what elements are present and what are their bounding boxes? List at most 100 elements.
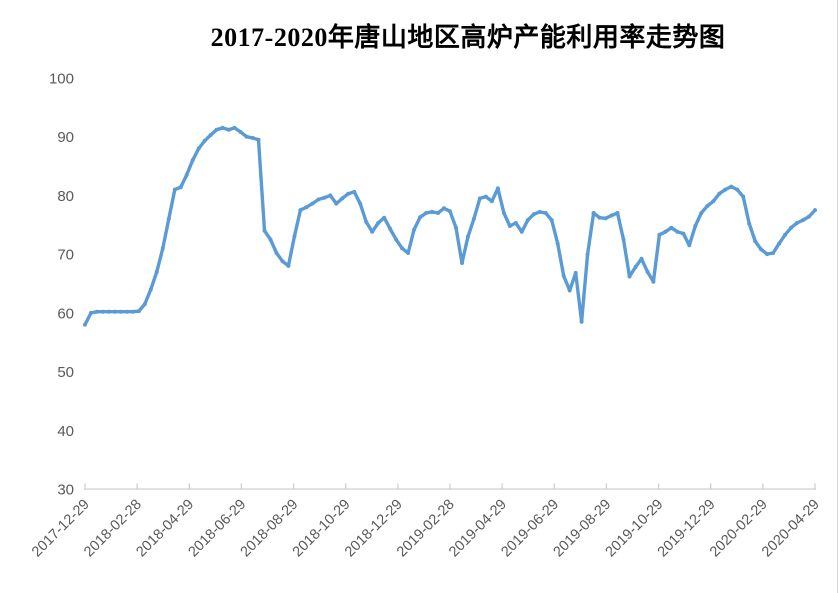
data-point-marker (124, 309, 129, 314)
data-point-marker (322, 195, 327, 200)
data-point-marker (609, 213, 614, 218)
data-point-marker (262, 228, 267, 233)
data-point-marker (699, 211, 704, 215)
data-point-marker (89, 310, 93, 315)
data-point-marker (172, 187, 177, 192)
data-point-marker (519, 229, 524, 234)
data-point-marker (328, 193, 333, 198)
data-point-marker (286, 263, 291, 268)
data-point-marker (226, 127, 231, 132)
data-point-marker (406, 251, 411, 255)
data-point-marker (83, 322, 87, 327)
data-point-marker (813, 208, 817, 213)
data-point-marker (340, 196, 345, 201)
data-point-marker (543, 211, 548, 215)
data-point-marker (220, 125, 225, 130)
data-point-marker (346, 191, 351, 196)
x-axis-labels: 2017-12-292018-02-282018-04-292018-06-29… (29, 497, 823, 561)
data-point-marker (585, 252, 590, 257)
series-group (83, 125, 817, 327)
data-point-marker (190, 158, 195, 163)
data-point-marker (136, 309, 141, 314)
data-point-marker (735, 187, 740, 192)
x-axis (84, 483, 816, 490)
data-point-marker (95, 309, 99, 314)
data-point-marker (280, 259, 285, 264)
data-point-marker (681, 231, 686, 236)
data-point-marker (555, 241, 560, 246)
y-axis-labels: 100 90 80 70 60 50 40 30 (49, 71, 74, 499)
data-point-marker (196, 146, 201, 151)
data-point-marker (633, 265, 638, 270)
data-point-marker (154, 269, 159, 274)
data-point-marker (466, 234, 470, 239)
data-point-marker (789, 225, 794, 230)
data-point-marker (352, 189, 357, 194)
data-point-marker (645, 269, 650, 274)
y-tick-label: 40 (57, 423, 74, 440)
data-point-marker (370, 229, 375, 234)
data-point-marker (418, 215, 423, 220)
y-tick-label: 70 (57, 247, 74, 264)
y-tick-label: 90 (57, 129, 74, 146)
data-point-marker (400, 246, 405, 251)
data-point-marker (597, 215, 602, 220)
data-point-marker (693, 224, 698, 228)
data-point-marker (430, 209, 434, 214)
data-point-marker (364, 219, 369, 224)
data-point-marker (675, 229, 680, 234)
data-point-marker (759, 247, 764, 252)
data-point-marker (442, 206, 446, 211)
data-point-marker (118, 309, 123, 314)
data-point-marker (244, 134, 249, 139)
data-point-marker (101, 309, 105, 314)
data-point-marker (454, 225, 458, 230)
data-point-marker (424, 211, 429, 215)
data-point-marker (783, 232, 788, 237)
data-point-marker (112, 309, 117, 314)
utilization-trend-line (83, 126, 817, 327)
y-tick-label: 30 (57, 482, 74, 499)
data-point-marker (531, 212, 536, 217)
data-point-marker (232, 125, 237, 130)
data-point-marker (298, 208, 303, 213)
data-point-marker (627, 274, 632, 279)
data-point-marker (615, 211, 620, 215)
data-point-marker (448, 209, 452, 214)
data-point-marker (525, 218, 530, 223)
data-point-marker (591, 211, 596, 215)
data-point-marker (388, 226, 393, 231)
data-point-marker (256, 137, 261, 142)
data-point-marker (747, 221, 752, 226)
data-point-marker (292, 234, 297, 239)
y-tick-label: 60 (57, 305, 74, 322)
data-point-marker (795, 221, 799, 225)
data-point-marker (310, 201, 315, 206)
data-point-marker (705, 204, 710, 208)
data-point-marker (501, 211, 506, 215)
data-point-marker (250, 135, 255, 140)
y-tick-label: 100 (49, 71, 74, 88)
data-point-marker (148, 287, 153, 292)
data-point-marker (436, 211, 440, 215)
data-point-marker (106, 309, 111, 314)
data-point-marker (184, 172, 189, 177)
data-point-marker (549, 218, 554, 223)
data-point-marker (166, 216, 171, 221)
data-point-marker (477, 196, 482, 201)
data-point-marker (376, 221, 381, 225)
data-point-marker (316, 197, 321, 202)
data-point-marker (801, 218, 805, 223)
data-point-marker (513, 221, 518, 225)
data-point-marker (657, 232, 662, 237)
data-point-marker (304, 205, 309, 210)
data-point-marker (567, 288, 572, 293)
data-point-marker (717, 191, 722, 196)
data-point-marker (807, 214, 811, 219)
data-point-marker (765, 252, 770, 257)
data-point-marker (669, 225, 674, 230)
data-point-marker (394, 237, 399, 242)
data-point-marker (753, 239, 758, 244)
